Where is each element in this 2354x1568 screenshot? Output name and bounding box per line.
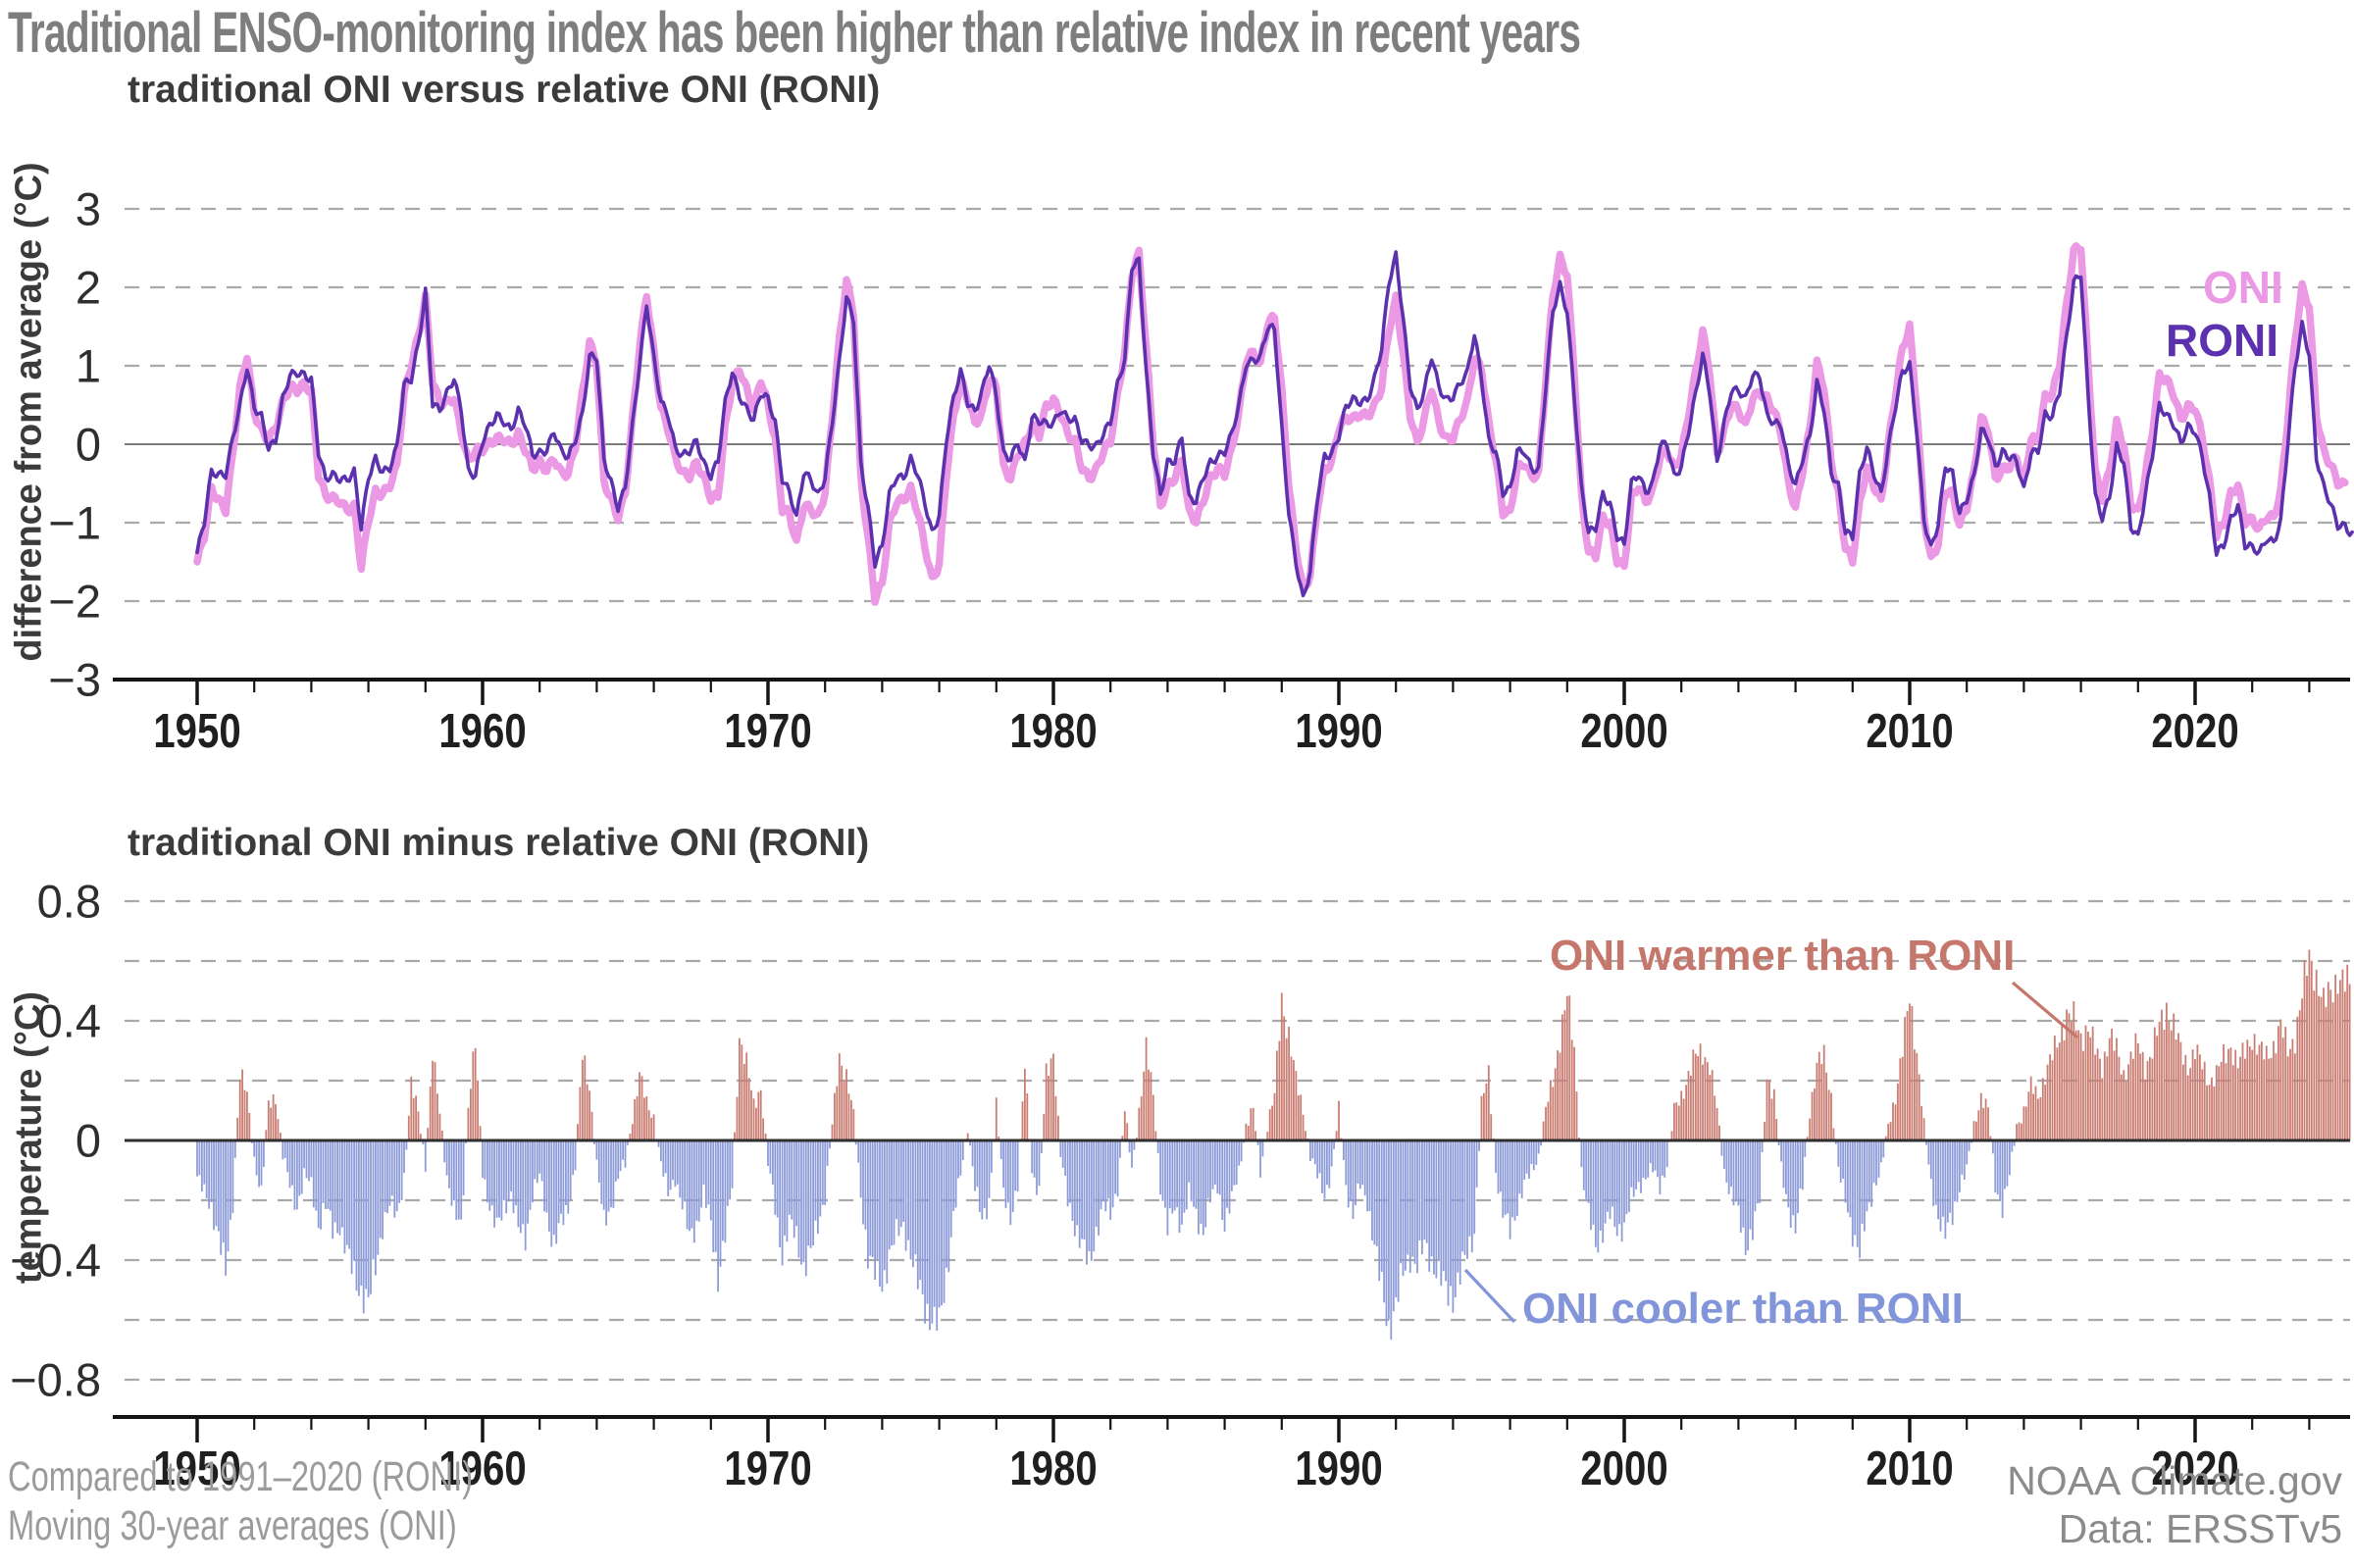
bottom-x-tick-label: 2010 xyxy=(1866,1442,1953,1495)
top-chart-y-axis-label: difference from average (°C) xyxy=(8,162,50,662)
svg-text:1970: 1970 xyxy=(724,1442,811,1495)
svg-text:1960: 1960 xyxy=(438,1442,526,1495)
svg-text:1980: 1980 xyxy=(1009,1442,1097,1495)
page-title: Traditional ENSO-monitoring index has be… xyxy=(8,1,1581,65)
top-x-tick-label: 2000 xyxy=(1580,704,1667,758)
svg-text:1990: 1990 xyxy=(1295,1442,1382,1495)
top-x-tick-label: 1960 xyxy=(438,704,526,758)
bottom-y-tick-label: −0.8 xyxy=(10,1353,101,1405)
top-y-tick-label: −1 xyxy=(48,496,101,548)
bottom-chart-title: traditional ONI minus relative ONI (RONI… xyxy=(128,822,870,864)
legend-label-roni: RONI xyxy=(2166,315,2278,366)
svg-text:1980: 1980 xyxy=(1009,704,1097,758)
bottom-y-tick-label: 0.8 xyxy=(37,875,101,927)
top-chart-title: traditional ONI versus relative ONI (RON… xyxy=(128,69,881,111)
top-x-tick-label: 1950 xyxy=(153,704,240,758)
top-y-tick-label: 2 xyxy=(76,261,101,313)
bottom-y-tick-label: 0 xyxy=(76,1114,101,1166)
top-y-tick-label: 3 xyxy=(76,182,101,234)
top-x-tick-label: 1990 xyxy=(1295,704,1382,758)
annotation-oni-cooler-than-roni: ONI cooler than RONI xyxy=(1522,1285,1964,1333)
top-x-tick-label: 1970 xyxy=(724,704,811,758)
top-y-tick-label: 1 xyxy=(76,339,101,391)
cool-annotation-pointer xyxy=(1463,1268,1516,1324)
bars-oni-warmer xyxy=(236,949,2351,1140)
svg-text:1950: 1950 xyxy=(153,704,240,758)
top-x-tick-label: 2020 xyxy=(2151,704,2238,758)
svg-text:2000: 2000 xyxy=(1580,704,1667,758)
source-attribution: NOAA Climate.gov Data: ERSSTv5 xyxy=(2007,1457,2342,1553)
svg-text:2010: 2010 xyxy=(1866,1442,1953,1495)
bottom-x-tick-label: 1990 xyxy=(1295,1442,1382,1495)
source-dataset: Data: ERSSTv5 xyxy=(2058,1506,2342,1552)
annotation-oni-warmer-than-roni: ONI warmer than RONI xyxy=(1550,932,2016,980)
top-y-tick-label: −3 xyxy=(48,653,101,705)
svg-text:1990: 1990 xyxy=(1295,704,1382,758)
bottom-x-tick-label: 1960 xyxy=(438,1442,526,1495)
bottom-y-tick-label: −0.4 xyxy=(10,1234,101,1286)
oni-line xyxy=(193,241,2349,606)
bars-oni-cooler xyxy=(196,1140,2016,1340)
bottom-chart-y-axis-label: temperature (°C) xyxy=(8,990,50,1285)
svg-text:2000: 2000 xyxy=(1580,1442,1667,1495)
footnote-roni-baseline: Compared to 1991–2020 (RONI) xyxy=(8,1453,474,1500)
source-brand: NOAA Climate.gov xyxy=(2007,1458,2342,1503)
bottom-x-tick-label: 1950 xyxy=(153,1442,240,1495)
svg-text:1970: 1970 xyxy=(724,704,811,758)
warm-annotation-pointer xyxy=(2011,981,2079,1039)
footnote-oni-baseline: Moving 30-year averages (ONI) xyxy=(8,1501,457,1549)
bottom-x-tick-label: 1970 xyxy=(724,1442,811,1495)
top-y-tick-label: 0 xyxy=(76,418,101,470)
bottom-x-tick-label: 1980 xyxy=(1009,1442,1097,1495)
svg-text:2010: 2010 xyxy=(1866,704,1953,758)
top-y-tick-label: −2 xyxy=(48,575,101,627)
svg-text:1960: 1960 xyxy=(438,704,526,758)
top-x-tick-label: 1980 xyxy=(1009,704,1097,758)
svg-text:1950: 1950 xyxy=(153,1442,240,1495)
top-x-tick-label: 2010 xyxy=(1866,704,1953,758)
bottom-y-tick-label: 0.4 xyxy=(37,994,101,1046)
bottom-x-tick-label: 2020 xyxy=(2151,1442,2238,1495)
svg-text:2020: 2020 xyxy=(2151,1442,2238,1495)
roni-line xyxy=(195,250,2354,598)
bottom-x-tick-label: 2000 xyxy=(1580,1442,1667,1495)
legend-label-oni: ONI xyxy=(2203,262,2283,313)
footnote-baselines: Compared to 1991–2020 (RONI) Moving 30-y… xyxy=(8,1453,473,1551)
svg-text:2020: 2020 xyxy=(2151,704,2238,758)
